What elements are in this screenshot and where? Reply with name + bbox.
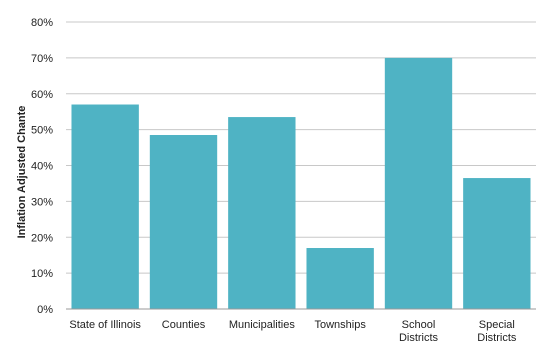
y-tick-label: 50% bbox=[31, 125, 53, 137]
y-tick-label: 0% bbox=[37, 304, 53, 316]
y-tick-label: 30% bbox=[31, 196, 53, 208]
y-tick-label: 10% bbox=[31, 268, 53, 280]
category-label: Municipalities bbox=[229, 319, 296, 331]
y-tick-label: 20% bbox=[31, 232, 53, 244]
category-label: Special Districts bbox=[477, 319, 517, 343]
bars bbox=[71, 57, 531, 309]
y-axis-label: Inflation Adjusted Chante bbox=[16, 106, 28, 239]
category-label: Counties bbox=[162, 319, 206, 331]
bar bbox=[384, 57, 453, 309]
bar bbox=[71, 104, 139, 309]
bar bbox=[306, 248, 374, 309]
gridlines bbox=[66, 21, 536, 274]
category-label: School Districts bbox=[399, 319, 439, 343]
category-label: State of Illinois bbox=[69, 319, 141, 331]
bar bbox=[463, 178, 531, 309]
y-tick-label: 80% bbox=[31, 17, 53, 29]
category-label: Townships bbox=[314, 319, 366, 331]
bar bbox=[149, 135, 218, 309]
y-tick-label: 40% bbox=[31, 161, 53, 173]
y-tick-label: 60% bbox=[31, 89, 53, 101]
x-category-labels: State of Illinois Counties Municipalities T… bbox=[69, 319, 516, 343]
bar bbox=[228, 117, 296, 309]
y-tick-label: 70% bbox=[31, 53, 53, 65]
y-tick-labels: 0% 10% 20% 30% 40% 50% 60% 70% 80% bbox=[31, 17, 53, 316]
